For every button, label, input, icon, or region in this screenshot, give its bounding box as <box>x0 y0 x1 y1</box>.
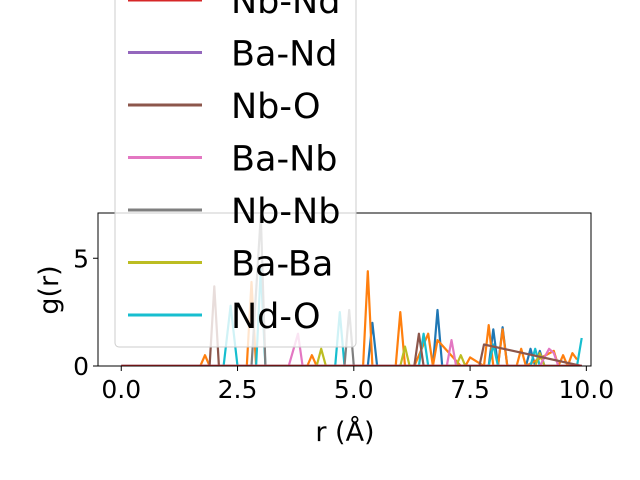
legend-label-ba-nb: Ba-Nb <box>231 140 338 180</box>
legend-label-nb-o: Nb-O <box>231 87 321 127</box>
legend-box <box>114 0 357 348</box>
x-tick-label: 10.0 <box>559 375 615 404</box>
y-tick-label: 5 <box>73 244 89 273</box>
y-tick-label: 0 <box>73 352 89 381</box>
legend: Nb-Nd Ba-Nd Nb-O Ba-Nb Nb-Nb Ba-Ba Nd-O <box>114 0 357 348</box>
x-tick-label: 2.5 <box>218 375 258 404</box>
legend-label-nb-nb: Nb-Nb <box>231 192 340 232</box>
legend-label-nd-o: Nd-O <box>231 297 321 337</box>
y-axis-label: g(r) <box>34 265 65 314</box>
legend-label-ba-ba: Ba-Ba <box>231 245 333 285</box>
ticks-layer: 0.0 2.5 5.0 7.5 10.0 0 5 <box>73 244 614 404</box>
x-tick-label: 5.0 <box>334 375 374 404</box>
x-tick-label: 7.5 <box>450 375 490 404</box>
legend-label-nb-nd: Nb-Nd <box>231 0 340 22</box>
x-axis-label: r (Å) <box>315 416 374 448</box>
series-line-ba-ba <box>121 345 582 366</box>
x-tick-label: 0.0 <box>101 375 141 404</box>
legend-label-ba-nd: Ba-Nd <box>231 35 338 75</box>
